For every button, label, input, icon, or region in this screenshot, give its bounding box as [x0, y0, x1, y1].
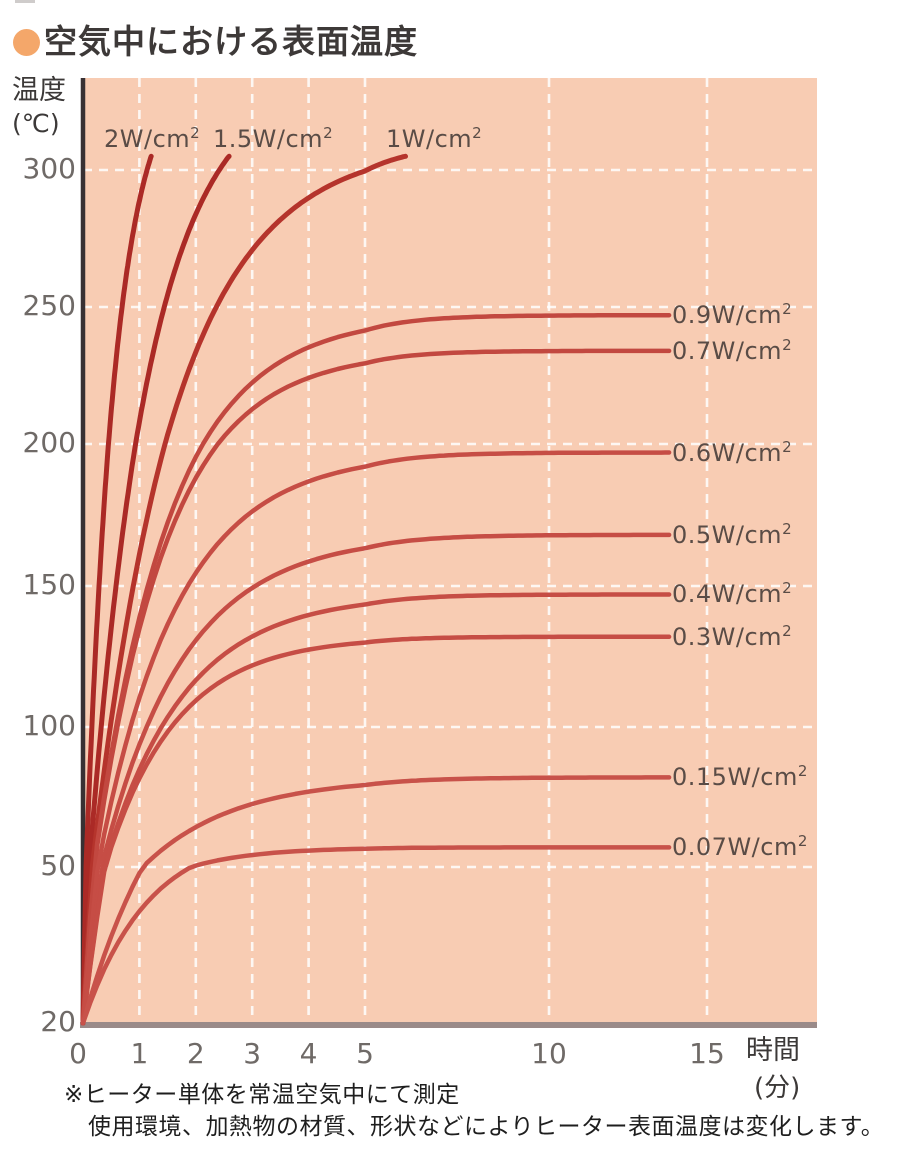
curve-0.7Wcm	[80, 348, 672, 1026]
footnotes: ※ヒーター単体を常温空気中にて測定 使用環境、加熱物の材質、形状などによりヒータ…	[64, 1080, 884, 1143]
x-tick-label-1: 1	[130, 1037, 149, 1070]
curve-1Wcm	[80, 153, 408, 1026]
x-tick-label-5: 5	[356, 1037, 374, 1070]
footnote-line-1: ※ヒーター単体を常温空気中にて測定	[64, 1082, 460, 1108]
y-tick-label-50: 50	[40, 849, 76, 882]
x-tick-label-4: 4	[299, 1037, 318, 1070]
y-axis-title: 温度 (℃)	[12, 74, 66, 139]
curve-label-0.6: 0.6W/cm2	[672, 437, 793, 467]
curve-0.15Wcm	[80, 775, 672, 1026]
x-tick-label-15: 15	[689, 1037, 725, 1070]
x-axis-title-text: 時間	[746, 1035, 800, 1066]
y-tick-label-150: 150	[22, 568, 76, 601]
curve-0.07Wcm	[80, 845, 672, 1026]
title-row: 空気中における表面温度	[13, 22, 418, 61]
y-tick-label-20: 20	[40, 1005, 76, 1038]
x-tick-label-2: 2	[186, 1037, 205, 1070]
y-axis-unit: (℃)	[12, 108, 60, 138]
x-tick-label-3: 3	[243, 1037, 262, 1070]
y-tick-label-250: 250	[22, 289, 76, 322]
curve-0.5Wcm	[80, 532, 672, 1026]
curve-0.9Wcm	[80, 312, 672, 1026]
curve-label-0.7: 0.7W/cm2	[672, 335, 793, 365]
title-bullet-icon	[13, 28, 40, 56]
curve-1.5Wcm	[80, 153, 232, 1026]
curve-label-0.4: 0.4W/cm2	[672, 579, 793, 609]
y-axis-title-text: 温度	[12, 75, 66, 106]
curve-2Wcm	[80, 153, 154, 1026]
x-axis-title: 時間 (分)	[746, 1032, 800, 1106]
curve-label-1.5: 1.5W/cm2	[213, 124, 334, 153]
x-tick-label-0: 0	[69, 1037, 87, 1070]
y-tick-label-300: 300	[22, 152, 76, 185]
curve-label-2: 2W/cm2	[104, 124, 201, 153]
curve-label-0.07: 0.07W/cm2	[672, 832, 808, 862]
curve-0.3Wcm	[80, 634, 672, 1026]
curve-label-0.3: 0.3W/cm2	[672, 621, 793, 651]
y-tick-label-100: 100	[22, 709, 76, 742]
curve-label-0.5: 0.5W/cm2	[672, 519, 793, 549]
curve-0.6Wcm	[80, 450, 672, 1026]
x-tick-label-10: 10	[531, 1037, 567, 1070]
curve-label-0.9: 0.9W/cm2	[672, 300, 793, 330]
curve-0.4Wcm	[80, 592, 672, 1026]
curve-label-0.15: 0.15W/cm2	[672, 762, 808, 792]
curve-label-1: 1W/cm2	[386, 124, 483, 153]
x-axis-unit: (分)	[754, 1072, 801, 1103]
chart-title: 空気中における表面温度	[44, 22, 418, 61]
footnote-line-2: 使用環境、加熱物の材質、形状などによりヒーター表面温度は変化します。	[88, 1113, 885, 1140]
y-tick-label-200: 200	[22, 426, 76, 459]
plot-background	[83, 78, 817, 1023]
cropped-edge-artifact	[15, 0, 35, 3]
